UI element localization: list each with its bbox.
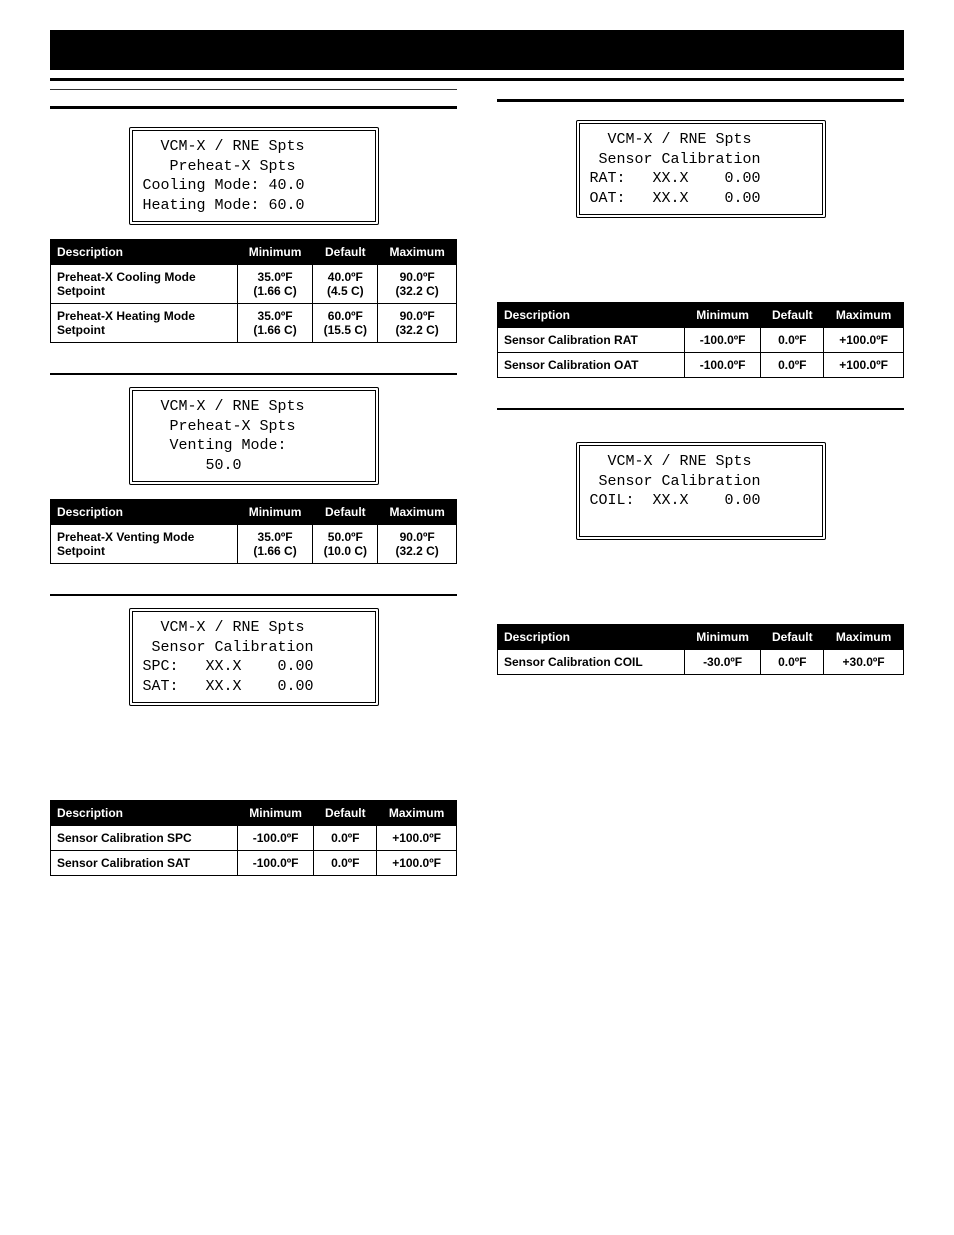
rule: [50, 106, 457, 109]
table-calib-spc-sat: Description Minimum Default Maximum Sens…: [50, 800, 457, 876]
table-calib-rat-oat: Description Minimum Default Maximum Sens…: [497, 302, 904, 378]
cell-def: 0.0ºF: [314, 826, 377, 851]
col-default: Default: [313, 240, 378, 265]
cell-def: 60.0ºF(15.5 C): [313, 304, 378, 343]
cell-min: -30.0ºF: [684, 650, 761, 675]
table-body: Sensor Calibration COIL-30.0ºF0.0ºF+30.0…: [498, 650, 904, 675]
col-minimum: Minimum: [684, 625, 761, 650]
table-body: Preheat-X Venting Mode Setpoint35.0ºF(1.…: [51, 525, 457, 564]
cell-min: -100.0ºF: [684, 353, 761, 378]
cell-min: -100.0ºF: [237, 826, 314, 851]
lcd-display-preheat-cool-heat: VCM-X / RNE Spts Preheat-X Spts Cooling …: [129, 127, 379, 225]
col-default: Default: [761, 303, 824, 328]
cell-def: 0.0ºF: [761, 353, 824, 378]
cell-def: 0.0ºF: [314, 851, 377, 876]
cell-desc: Sensor Calibration COIL: [498, 650, 685, 675]
table-body: Sensor Calibration SPC-100.0ºF0.0ºF+100.…: [51, 826, 457, 876]
right-column: VCM-X / RNE Spts Sensor Calibration RAT:…: [497, 85, 904, 675]
table-body: Sensor Calibration RAT-100.0ºF0.0ºF+100.…: [498, 328, 904, 378]
table-row: Preheat-X Cooling Mode Setpoint35.0ºF(1.…: [51, 265, 457, 304]
cell-max: +100.0ºF: [824, 328, 904, 353]
cell-min: 35.0ºF(1.66 C): [237, 525, 313, 564]
col-description: Description: [51, 500, 238, 525]
cell-max: 90.0ºF(32.2 C): [378, 304, 457, 343]
col-minimum: Minimum: [684, 303, 761, 328]
table-row: Sensor Calibration RAT-100.0ºF0.0ºF+100.…: [498, 328, 904, 353]
cell-def: 50.0ºF(10.0 C): [313, 525, 378, 564]
cell-def: 40.0ºF(4.5 C): [313, 265, 378, 304]
rule: [50, 89, 457, 90]
cell-max: +100.0ºF: [377, 826, 457, 851]
table-preheat-vent: Description Minimum Default Maximum Preh…: [50, 499, 457, 564]
table-row: Preheat-X Heating Mode Setpoint35.0ºF(1.…: [51, 304, 457, 343]
cell-desc: Sensor Calibration OAT: [498, 353, 685, 378]
rule: [50, 373, 457, 375]
rule: [50, 78, 904, 81]
col-description: Description: [498, 625, 685, 650]
lcd-display-calib-rat-oat: VCM-X / RNE Spts Sensor Calibration RAT:…: [576, 120, 826, 218]
table-row: Sensor Calibration SPC-100.0ºF0.0ºF+100.…: [51, 826, 457, 851]
col-maximum: Maximum: [824, 625, 904, 650]
cell-max: +30.0ºF: [824, 650, 904, 675]
cell-min: -100.0ºF: [237, 851, 314, 876]
rule: [497, 408, 904, 410]
table-row: Preheat-X Venting Mode Setpoint35.0ºF(1.…: [51, 525, 457, 564]
cell-max: +100.0ºF: [824, 353, 904, 378]
table-calib-coil: Description Minimum Default Maximum Sens…: [497, 624, 904, 675]
cell-desc: Preheat-X Cooling Mode Setpoint: [51, 265, 238, 304]
cell-desc: Sensor Calibration RAT: [498, 328, 685, 353]
col-minimum: Minimum: [237, 500, 313, 525]
cell-max: +100.0ºF: [377, 851, 457, 876]
lcd-display-calib-spc-sat: VCM-X / RNE Spts Sensor Calibration SPC:…: [129, 608, 379, 706]
table-row: Sensor Calibration COIL-30.0ºF0.0ºF+30.0…: [498, 650, 904, 675]
col-maximum: Maximum: [378, 240, 457, 265]
header-black-bar: [50, 30, 904, 70]
two-column-layout: VCM-X / RNE Spts Preheat-X Spts Cooling …: [50, 85, 904, 876]
table-preheat-cool-heat: Description Minimum Default Maximum Preh…: [50, 239, 457, 343]
col-description: Description: [51, 801, 238, 826]
table-row: Sensor Calibration SAT-100.0ºF0.0ºF+100.…: [51, 851, 457, 876]
cell-desc: Sensor Calibration SPC: [51, 826, 238, 851]
col-maximum: Maximum: [377, 801, 457, 826]
cell-desc: Preheat-X Heating Mode Setpoint: [51, 304, 238, 343]
table-row: Sensor Calibration OAT-100.0ºF0.0ºF+100.…: [498, 353, 904, 378]
col-maximum: Maximum: [378, 500, 457, 525]
cell-min: 35.0ºF(1.66 C): [237, 304, 313, 343]
table-body: Preheat-X Cooling Mode Setpoint35.0ºF(1.…: [51, 265, 457, 343]
col-default: Default: [761, 625, 824, 650]
rule: [50, 594, 457, 596]
cell-min: -100.0ºF: [684, 328, 761, 353]
cell-min: 35.0ºF(1.66 C): [237, 265, 313, 304]
left-column: VCM-X / RNE Spts Preheat-X Spts Cooling …: [50, 85, 457, 876]
cell-max: 90.0ºF(32.2 C): [378, 265, 457, 304]
col-description: Description: [51, 240, 238, 265]
lcd-display-calib-coil: VCM-X / RNE Spts Sensor Calibration COIL…: [576, 442, 826, 540]
cell-desc: Preheat-X Venting Mode Setpoint: [51, 525, 238, 564]
col-default: Default: [313, 500, 378, 525]
rule: [497, 99, 904, 102]
col-default: Default: [314, 801, 377, 826]
cell-desc: Sensor Calibration SAT: [51, 851, 238, 876]
col-maximum: Maximum: [824, 303, 904, 328]
lcd-display-preheat-vent: VCM-X / RNE Spts Preheat-X Spts Venting …: [129, 387, 379, 485]
cell-def: 0.0ºF: [761, 650, 824, 675]
cell-max: 90.0ºF(32.2 C): [378, 525, 457, 564]
col-minimum: Minimum: [237, 801, 314, 826]
col-minimum: Minimum: [237, 240, 313, 265]
col-description: Description: [498, 303, 685, 328]
cell-def: 0.0ºF: [761, 328, 824, 353]
